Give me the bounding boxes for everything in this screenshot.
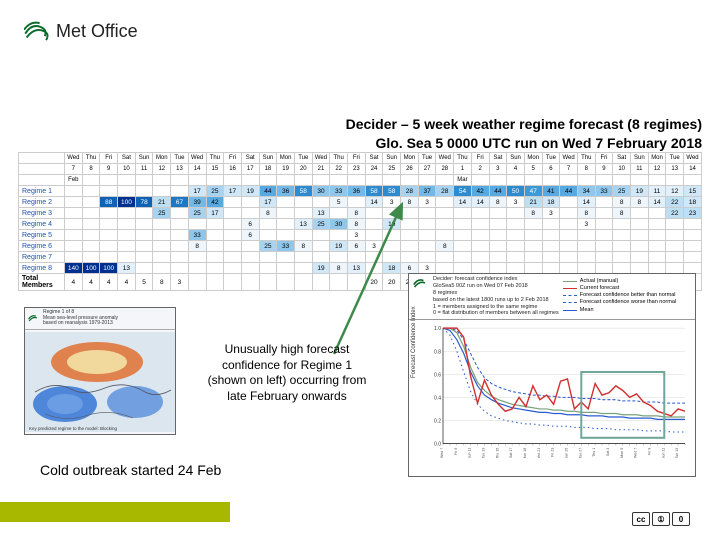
svg-text:Sun 11: Sun 11 bbox=[661, 448, 665, 458]
svg-text:Fri 23: Fri 23 bbox=[551, 448, 555, 457]
confidence-plot-area: Forecast Confidence Index 0.00.20.40.60.… bbox=[409, 320, 695, 476]
svg-text:Tue 13: Tue 13 bbox=[675, 448, 679, 458]
svg-text:0.2: 0.2 bbox=[434, 418, 441, 424]
regime-map-caption: Regime 1 of 8 Mean sea-level pressure an… bbox=[43, 310, 118, 327]
confidence-legend: Actual (manual)Current forecastForecast … bbox=[563, 278, 676, 317]
svg-text:Wed 7: Wed 7 bbox=[634, 448, 638, 458]
svg-text:Tue 27: Tue 27 bbox=[578, 448, 582, 458]
regime-map-body: Key predicted regime to the model: Block… bbox=[25, 330, 175, 434]
confidence-header-text: Decider: forecast confidence index GloSe… bbox=[433, 276, 559, 317]
footer-accent-bar bbox=[0, 502, 230, 522]
svg-text:Fri 9: Fri 9 bbox=[454, 448, 458, 455]
svg-text:Fri 9: Fri 9 bbox=[647, 448, 651, 455]
svg-text:Sat 17: Sat 17 bbox=[509, 448, 513, 458]
regime-map-panel: Regime 1 of 8 Mean sea-level pressure an… bbox=[24, 307, 176, 435]
annotation-text: Unusually high forecast confidence for R… bbox=[202, 342, 372, 404]
svg-text:Sun 25: Sun 25 bbox=[565, 448, 569, 458]
svg-text:0.8: 0.8 bbox=[434, 349, 441, 355]
svg-text:Wed 7: Wed 7 bbox=[440, 448, 444, 458]
svg-text:Tue 13: Tue 13 bbox=[482, 448, 486, 458]
swirl-icon bbox=[413, 276, 429, 290]
swirl-icon bbox=[24, 20, 50, 42]
svg-text:0.6: 0.6 bbox=[434, 372, 441, 378]
svg-text:Mon 5: Mon 5 bbox=[620, 448, 624, 458]
regime-map-header: Regime 1 of 8 Mean sea-level pressure an… bbox=[25, 308, 175, 330]
regime-table: WedThuFriSatSunMonTueWedThuFriSatSunMonT… bbox=[18, 152, 702, 291]
slide-title: Decider – 5 week weather regime forecast… bbox=[346, 115, 702, 153]
svg-text:Sat 3: Sat 3 bbox=[606, 448, 610, 456]
svg-text:Thu 15: Thu 15 bbox=[495, 448, 499, 458]
zero-badge: 0 bbox=[672, 512, 690, 526]
swirl-icon bbox=[28, 313, 40, 323]
svg-text:Thu 1: Thu 1 bbox=[592, 448, 596, 457]
svg-text:1.0: 1.0 bbox=[434, 326, 441, 332]
met-office-logo: Met Office bbox=[24, 20, 138, 42]
cc-badge: cc bbox=[632, 512, 650, 526]
svg-text:0.4: 0.4 bbox=[434, 395, 441, 401]
confidence-svg: 0.00.20.40.60.81.0Wed 7Fri 9Sun 11Tue 13… bbox=[429, 324, 689, 458]
logo-text: Met Office bbox=[56, 21, 138, 42]
svg-text:Mon 19: Mon 19 bbox=[523, 448, 527, 458]
regime-map-svg: Key predicted regime to the model: Block… bbox=[25, 330, 175, 434]
by-badge: ① bbox=[652, 512, 670, 526]
confidence-header: Decider: forecast confidence index GloSe… bbox=[409, 274, 695, 320]
cc-license-badges: cc ① 0 bbox=[632, 512, 690, 526]
svg-text:Sun 11: Sun 11 bbox=[468, 448, 472, 458]
confidence-ylabel: Forecast Confidence Index bbox=[411, 306, 417, 378]
title-line-1: Decider – 5 week weather regime forecast… bbox=[346, 115, 702, 134]
title-line-2: Glo. Sea 5 0000 UTC run on Wed 7 Februar… bbox=[346, 134, 702, 153]
regime-heatmap-table: WedThuFriSatSunMonTueWedThuFriSatSunMonT… bbox=[18, 152, 702, 291]
cold-outbreak-text: Cold outbreak started 24 Feb bbox=[40, 462, 221, 478]
svg-text:Key predicted regime to the mo: Key predicted regime to the model: Block… bbox=[29, 426, 118, 431]
svg-text:Wed 21: Wed 21 bbox=[537, 448, 541, 458]
confidence-chart-panel: Decider: forecast confidence index GloSe… bbox=[408, 273, 696, 477]
